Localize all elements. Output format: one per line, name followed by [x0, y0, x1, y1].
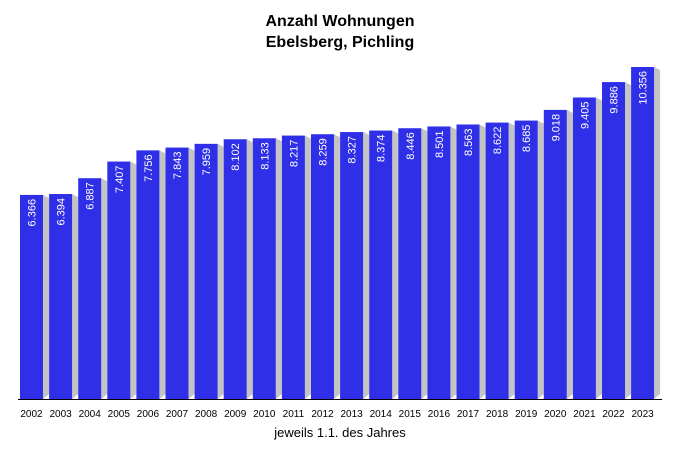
chart-title: Anzahl Wohnungen Ebelsberg, Pichling — [0, 11, 680, 53]
bar — [398, 128, 422, 400]
x-tick-label: 2021 — [573, 409, 596, 420]
bar — [194, 143, 218, 399]
bar — [485, 122, 509, 399]
x-tick-label: 2006 — [137, 409, 160, 420]
x-tick-label: 2016 — [428, 409, 451, 420]
x-tick-label: 2010 — [253, 409, 276, 420]
bar — [165, 147, 189, 399]
bar — [456, 124, 480, 400]
bar-shadow — [304, 135, 311, 399]
x-tick-label: 2013 — [340, 409, 363, 420]
bar-value-label: 6.394 — [56, 198, 68, 226]
bar-shadow — [217, 143, 224, 399]
bar — [631, 67, 655, 399]
bar — [78, 178, 102, 399]
bar-value-label: 8.217 — [288, 140, 300, 168]
bar-shadow — [275, 138, 282, 399]
x-tick-label: 2004 — [79, 409, 102, 420]
bar-shadow — [392, 130, 399, 400]
bar-value-label: 8.327 — [347, 136, 359, 164]
bar-value-label: 10.356 — [638, 71, 650, 105]
bar-value-label: 9.018 — [550, 114, 562, 142]
bar — [20, 194, 43, 399]
bar-value-label: 8.501 — [434, 130, 446, 158]
bar — [427, 126, 451, 400]
x-tick-label: 2002 — [20, 409, 43, 420]
bar-value-label: 6.366 — [27, 199, 39, 227]
bar-value-label: 8.102 — [230, 143, 242, 171]
bar — [602, 82, 625, 399]
x-tick-label: 2007 — [166, 409, 189, 420]
bar-shadow — [508, 122, 515, 399]
bar-value-label: 8.563 — [463, 128, 475, 156]
bar-shadow — [43, 194, 49, 399]
bar-shadow — [101, 178, 108, 399]
x-tick-label: 2014 — [370, 409, 393, 420]
bar-value-label: 7.756 — [143, 154, 155, 182]
x-tick-label: 2005 — [108, 409, 131, 420]
bar-value-label: 9.405 — [579, 101, 591, 129]
x-tick-label: 2019 — [515, 409, 538, 420]
bar-shadow — [159, 150, 166, 399]
bar — [543, 109, 567, 399]
bar — [340, 132, 364, 399]
bars — [20, 67, 655, 400]
bar-shadow — [334, 134, 340, 399]
x-tick-label: 2020 — [544, 409, 567, 420]
bar-shadow — [566, 109, 573, 399]
bar-shadow — [537, 120, 544, 400]
bar-shadow — [246, 139, 253, 400]
x-tick-label: 2009 — [224, 409, 247, 420]
bar-value-label: 8.374 — [376, 135, 388, 163]
bar-shadow — [479, 124, 486, 400]
bar-shadow — [72, 194, 79, 399]
bar-shadow — [188, 147, 195, 399]
data-labels: 6.366 6.394 6.887 7.407 7.756 7.843 7.959 8.102… — [27, 71, 650, 226]
bar — [572, 97, 596, 400]
bar — [136, 150, 160, 399]
x-tick-labels: 2002 2003 2004 2005 2006 2007 2008 2009 2010 2011… — [20, 409, 654, 420]
chart-title-line-2: Ebelsberg, Pichling — [265, 34, 415, 51]
x-tick-label: 2008 — [195, 409, 218, 420]
bar-value-label: 7.407 — [114, 166, 126, 194]
bar-shadow — [654, 67, 661, 399]
x-tick-label: 2015 — [399, 409, 422, 420]
x-tick-label: 2018 — [486, 409, 509, 420]
bar-value-label: 9.886 — [609, 86, 621, 114]
bar-value-label: 8.446 — [405, 132, 417, 160]
bar-shadow — [363, 132, 370, 399]
x-tick-label: 2023 — [631, 409, 654, 420]
bar — [252, 138, 276, 399]
x-axis-title: jeweils 1.1. des Jahres — [274, 425, 406, 440]
bar — [281, 135, 305, 399]
bar-value-label: 6.887 — [85, 182, 97, 210]
bar-shadow — [625, 82, 631, 399]
bar — [107, 161, 131, 399]
bar-shadow — [421, 128, 428, 400]
bar — [369, 130, 393, 400]
bar-value-label: 8.685 — [521, 125, 533, 153]
bar-shadow — [595, 97, 602, 400]
bar-value-label: 8.133 — [259, 142, 271, 170]
chart-title-line-1: Anzahl Wohnungen — [265, 13, 415, 30]
x-tick-label: 2012 — [311, 409, 334, 420]
bar-value-label: 7.843 — [172, 152, 184, 180]
bar-shadow — [450, 126, 457, 400]
x-tick-label: 2011 — [283, 409, 305, 420]
bar — [49, 194, 73, 399]
bar-value-label: 7.959 — [201, 148, 213, 176]
bar — [311, 134, 334, 399]
x-tick-label: 2003 — [49, 409, 72, 420]
bar-value-label: 8.259 — [318, 138, 330, 166]
bar-value-label: 8.622 — [492, 127, 504, 155]
bar-shadow — [130, 161, 137, 399]
x-tick-label: 2022 — [602, 409, 625, 420]
bar — [223, 139, 247, 400]
x-tick-label: 2017 — [457, 409, 480, 420]
bar-shadows — [43, 67, 661, 400]
bar — [514, 120, 538, 400]
